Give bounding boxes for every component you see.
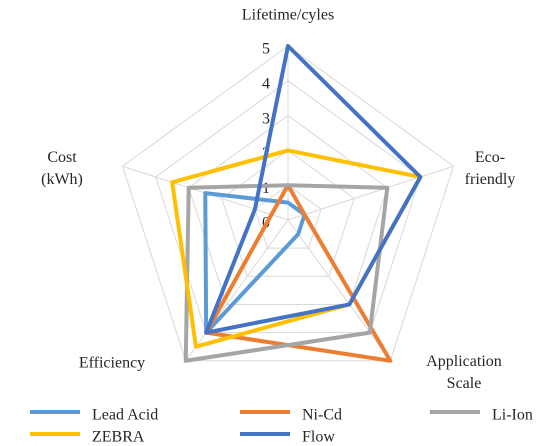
- legend-label: Li-Ion: [492, 407, 533, 424]
- legend-label: Flow: [302, 429, 335, 446]
- grid-ring: [155, 80, 421, 334]
- series-line: [170, 148, 423, 349]
- r-tick-label: 3: [262, 110, 270, 127]
- axis-label: Application Scale: [426, 353, 502, 392]
- axis-label: Cost (kWh): [41, 149, 83, 188]
- axis-label: Eco-friendly: [465, 149, 516, 188]
- series-line: [204, 183, 393, 363]
- r-tick-label: 5: [262, 41, 270, 58]
- r-tick-label: 1: [262, 180, 270, 197]
- spoke: [287, 219, 391, 362]
- grid-ring: [254, 184, 322, 249]
- grid-ring: [121, 45, 455, 362]
- grid-ring: [221, 149, 355, 277]
- legend-label: Lead Acid: [92, 407, 158, 424]
- spoke: [287, 165, 454, 221]
- r-tick-label: 4: [262, 75, 270, 92]
- spoke: [185, 219, 289, 362]
- grid-ring: [188, 114, 388, 305]
- legend-label: ZEBRA: [92, 429, 145, 446]
- series-line: [204, 44, 423, 335]
- axis-label: Efficiency: [79, 355, 145, 372]
- legend-label: Ni-Cd: [302, 407, 342, 424]
- series-line: [183, 183, 390, 363]
- axis-label: Lifetime/cyles: [242, 7, 334, 24]
